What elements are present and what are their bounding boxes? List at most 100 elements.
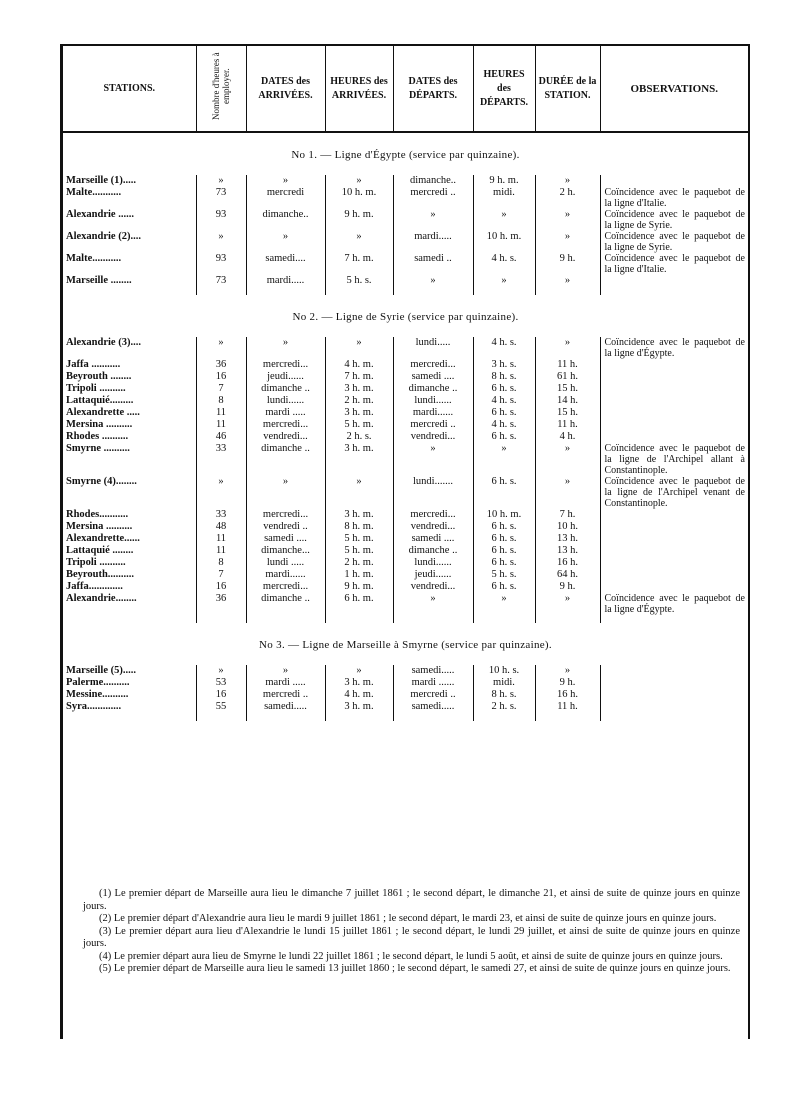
- schedule-row: Marseille ........ 73 mardi..... 5 h. s.»»»: [63, 275, 748, 287]
- station: Beyrouth..........: [63, 569, 197, 581]
- observation-empty: [600, 569, 748, 581]
- schedule-row: Tripoli .......... 8 lundi ..... 2 h. m. lun…: [63, 557, 748, 569]
- schedule-cell: »: [246, 231, 326, 253]
- schedule-cell: 48: [196, 521, 247, 533]
- schedule-cell: »: [196, 175, 247, 187]
- schedule-cell: 6 h. m.: [325, 593, 394, 615]
- column-header: DURÉE de la STATION.: [535, 46, 601, 133]
- gap-cell: [246, 713, 326, 721]
- schedule-cell: 73: [196, 275, 247, 287]
- gap-cell: [600, 615, 748, 623]
- schedule-row: Messine.......... 16 mercredi .. 4 h. m. mer…: [63, 689, 748, 701]
- schedule-cell: 61 h.: [535, 371, 601, 383]
- column-header: Nombre d'heures à employer.: [196, 46, 247, 133]
- schedule-cell: samedi.....: [393, 665, 474, 677]
- schedule-row: Syra............. 55 samedi..... 3 h. m. sam…: [63, 701, 748, 713]
- schedule-row: Rhodes........... 33 mercredi... 3 h. m. mer…: [63, 509, 748, 521]
- schedule-cell: »: [325, 476, 394, 509]
- schedule-cell: 6 h. s.: [473, 407, 536, 419]
- station: Messine..........: [63, 689, 197, 701]
- schedule-cell: 13 h.: [535, 545, 601, 557]
- schedule-cell: dimanche ..: [246, 383, 326, 395]
- schedule-cell: 5 h. m.: [325, 419, 394, 431]
- column-header-text: OBSERVATIONS.: [630, 82, 719, 95]
- schedule-cell: mercredi ..: [393, 689, 474, 701]
- station: Lattaquié.........: [63, 395, 197, 407]
- schedule-cell: dimanche ..: [246, 443, 326, 476]
- station: Lattaquié ........: [63, 545, 197, 557]
- schedule-cell: 5 h. m.: [325, 533, 394, 545]
- timetable: STATIONS. Nombre d'heures à employer. DATE…: [63, 46, 748, 721]
- schedule-cell: mercredi...: [246, 581, 326, 593]
- schedule-row: Mersina .......... 48 vendredi .. 8 h. m. ve…: [63, 521, 748, 533]
- schedule-cell: 15 h.: [535, 383, 601, 395]
- schedule-cell: 8 h. m.: [325, 521, 394, 533]
- schedule-cell: »: [325, 337, 394, 359]
- schedule-cell: 6 h. s.: [473, 581, 536, 593]
- schedule-cell: »: [473, 593, 536, 615]
- schedule-cell: samedi.....: [246, 701, 326, 713]
- schedule-row: Alexandrie ...... 93 dimanche.. 9 h. m.»»» C…: [63, 209, 748, 231]
- schedule-cell: lundi.......: [393, 476, 474, 509]
- schedule-row: Alexandrie (2)....»»» mardi..... 10 h. m.»…: [63, 231, 748, 253]
- schedule-cell: mercredi: [246, 187, 326, 209]
- schedule-cell: mardi .....: [246, 677, 326, 689]
- schedule-cell: mercredi...: [393, 359, 474, 371]
- station: Mersina ..........: [63, 419, 197, 431]
- gap-cell: [393, 713, 474, 721]
- station: Alexandrie........: [63, 593, 197, 615]
- schedule-cell: 10 h. m.: [473, 509, 536, 521]
- station: Rhodes...........: [63, 509, 197, 521]
- schedule-cell: 16: [196, 581, 247, 593]
- schedule-cell: lundi.....: [393, 337, 474, 359]
- footnote: (2) Le premier départ d'Alexandrie aura …: [99, 913, 717, 924]
- schedule-row: Lattaquié......... 8 lundi...... 2 h. m. lun…: [63, 395, 748, 407]
- schedule-cell: vendredi...: [246, 431, 326, 443]
- station: Rhodes ..........: [63, 431, 197, 443]
- schedule-cell: 7 h. m.: [325, 253, 394, 275]
- column-header-text: HEURES des ARRIVÉES.: [330, 75, 388, 101]
- footnotes: (1) Le premier départ de Marseille aura …: [83, 888, 740, 976]
- schedule-cell: »: [535, 337, 601, 359]
- schedule-cell: 7 h. m.: [325, 371, 394, 383]
- schedule-cell: mardi.....: [393, 231, 474, 253]
- footnote: (4) Le premier départ aura lieu de Smyrn…: [99, 950, 723, 962]
- station: Beyrouth ........: [63, 371, 197, 383]
- schedule-cell: 33: [196, 509, 247, 521]
- gap-cell: [63, 615, 197, 623]
- gap-cell: [196, 287, 247, 295]
- schedule-cell: 3 h. m.: [325, 407, 394, 419]
- station: Tripoli ..........: [63, 383, 197, 395]
- schedule-cell: mercredi ..: [393, 187, 474, 209]
- observation-empty: [600, 383, 748, 395]
- schedule-cell: 36: [196, 359, 247, 371]
- observation-empty: [600, 175, 748, 187]
- schedule-cell: »: [246, 175, 326, 187]
- schedule-cell: 9 h. m.: [325, 209, 394, 231]
- station: Tripoli ..........: [63, 557, 197, 569]
- gap-cell: [600, 713, 748, 721]
- schedule-cell: 11: [196, 407, 247, 419]
- schedule-cell: mercredi...: [246, 509, 326, 521]
- observation: Coïncidence avec le paquebot de la ligne…: [604, 443, 746, 476]
- schedule-cell: 7 h.: [535, 509, 601, 521]
- schedule-cell: mardi .....: [246, 407, 326, 419]
- schedule-cell: 5 h. s.: [325, 275, 394, 287]
- observation-empty: [600, 701, 748, 713]
- schedule-cell: 3 h. m.: [325, 443, 394, 476]
- schedule-row: Palerme.......... 53 mardi ..... 3 h. m. mar…: [63, 677, 748, 689]
- schedule-cell: vendredi...: [393, 581, 474, 593]
- schedule-cell: 4 h. m.: [325, 689, 394, 701]
- observation-empty: [600, 521, 748, 533]
- schedule-row: Tripoli .......... 7 dimanche .. 3 h. m. dim…: [63, 383, 748, 395]
- gap-cell: [325, 615, 394, 623]
- schedule-row: Alexandrette...... 11 samedi .... 5 h. m. sa…: [63, 533, 748, 545]
- schedule-cell: 8: [196, 557, 247, 569]
- schedule-cell: lundi......: [393, 557, 474, 569]
- column-header-text: DATES des ARRIVÉES.: [258, 75, 313, 101]
- schedule-cell: midi.: [473, 677, 536, 689]
- timetable-body: No 1. — Ligne d'Égypte (service par quin…: [63, 132, 748, 721]
- station: Malte...........: [63, 253, 197, 275]
- schedule-cell: lundi .....: [246, 557, 326, 569]
